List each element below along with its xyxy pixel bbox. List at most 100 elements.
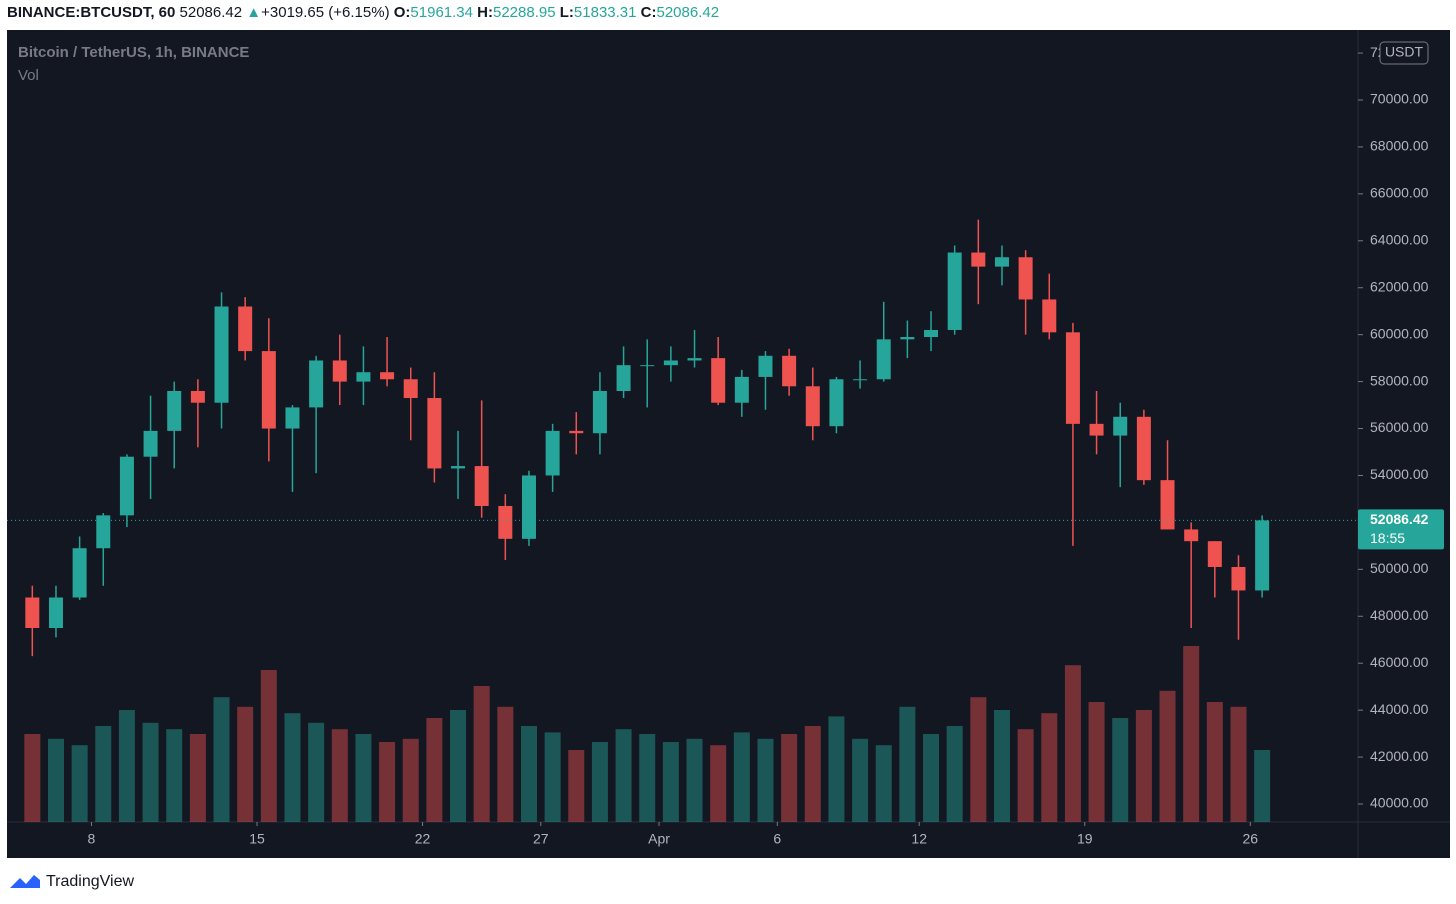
candle-body (309, 360, 324, 408)
candle-body (1207, 541, 1222, 567)
volume-bar (828, 716, 845, 822)
candle-body (924, 329, 939, 338)
volume-bar (95, 726, 112, 822)
candle-body (1018, 257, 1033, 300)
header: BINANCE:BTCUSDT, 60 52086.42 ▲+3019.65 (… (7, 4, 719, 21)
volume-bar (1230, 706, 1247, 822)
x-tick-label: 6 (773, 831, 781, 847)
ohlc-value: 52086.42 (656, 4, 720, 21)
y-tick-label: 60000.00 (1370, 325, 1429, 341)
y-tick-label: 70000.00 (1370, 91, 1429, 107)
candle-body (474, 466, 489, 506)
candle-body (1089, 423, 1104, 436)
chart-subtitle: Vol (18, 67, 39, 84)
y-tick-label: 56000.00 (1370, 419, 1429, 435)
ohlc-value: 52288.95 (493, 4, 556, 21)
candle-body (72, 548, 87, 598)
volume-bar (284, 713, 301, 822)
volume-bar (355, 734, 372, 822)
volume-bar (852, 738, 869, 822)
candle-body (663, 360, 678, 366)
ohlc-value: 51961.34 (410, 4, 473, 21)
ohlc-value: 51833.31 (573, 4, 637, 21)
y-tick-label: 66000.00 (1370, 185, 1429, 201)
y-tick-label: 58000.00 (1370, 372, 1429, 388)
candle-body (545, 430, 560, 476)
volume-bar (308, 722, 325, 822)
candle-body (805, 386, 820, 427)
candle-body (285, 407, 300, 429)
candle-body (1184, 529, 1199, 542)
ohlc-label: C: (640, 4, 657, 21)
candle-body (25, 597, 40, 629)
candle-body (96, 515, 111, 549)
volume-bar (946, 726, 963, 822)
volume-bar (450, 710, 467, 822)
volume-bar (47, 738, 64, 822)
candle-body (332, 360, 347, 382)
y-tick-label: 42000.00 (1370, 748, 1429, 764)
volume-bar (473, 686, 490, 822)
volume-bar (662, 742, 679, 822)
volume-bar (568, 750, 585, 822)
ohlc-label: O: (393, 4, 411, 21)
y-tick-label: 48000.00 (1370, 607, 1429, 623)
chart-title: Bitcoin / TetherUS, 1h, BINANCE (18, 44, 249, 61)
candle-body (569, 430, 584, 434)
candle-body (1042, 299, 1057, 333)
candle-body (1160, 480, 1175, 530)
volume-bar (213, 697, 230, 822)
volume-bar (591, 742, 608, 822)
candle-body (451, 466, 466, 469)
volume-bar (189, 734, 206, 822)
brand: TradingView (46, 873, 135, 890)
change: +3019.65 (+6.15%) (261, 4, 390, 21)
y-tick-label: 46000.00 (1370, 654, 1429, 670)
candle-body (947, 252, 962, 330)
x-tick-label: Apr (648, 831, 670, 847)
volume-bar (875, 745, 892, 822)
candle-body (119, 456, 134, 516)
y-tick-label: 54000.00 (1370, 466, 1429, 482)
volume-bar (615, 729, 632, 822)
y-tick-label: 40000.00 (1370, 795, 1429, 811)
arrow: ▲ (246, 4, 262, 21)
volume-bar (1017, 729, 1034, 822)
candle-body (521, 475, 536, 539)
last-price-label: 52086.42 (1370, 511, 1429, 527)
candle-body (616, 365, 631, 391)
ohlc-label: L: (559, 4, 574, 21)
candle-body (356, 372, 371, 382)
x-tick-label: 12 (911, 831, 927, 847)
candle-body (687, 358, 702, 361)
volume-bar (899, 706, 916, 822)
candle-body (853, 379, 868, 381)
x-tick-label: 8 (88, 831, 96, 847)
price: 52086.42 (179, 4, 243, 21)
volume-bar (686, 738, 703, 822)
volume-bar (497, 706, 514, 822)
price-badge (1358, 509, 1444, 550)
candle-body (876, 339, 891, 380)
candle-body (167, 390, 182, 431)
volume-bar (544, 732, 561, 822)
candle-body (1231, 566, 1246, 591)
x-tick-label: 26 (1243, 831, 1259, 847)
x-tick-label: 27 (533, 831, 549, 847)
candle-body (782, 355, 797, 387)
volume-bar (237, 706, 254, 822)
volume-bar (733, 732, 750, 822)
volume-bar (1041, 713, 1058, 822)
volume-bar (426, 718, 443, 822)
y-tick-label: 44000.00 (1370, 701, 1429, 717)
volume-bar (923, 734, 940, 822)
volume-bar (71, 745, 88, 822)
candle-body (592, 390, 607, 434)
countdown: 18:55 (1370, 530, 1405, 546)
volume-bar (1206, 702, 1223, 822)
x-tick-label: 19 (1077, 831, 1093, 847)
y-tick-label: 64000.00 (1370, 232, 1429, 248)
candle-body (734, 376, 749, 403)
volume-bar (1159, 690, 1176, 822)
candle-body (403, 379, 418, 399)
